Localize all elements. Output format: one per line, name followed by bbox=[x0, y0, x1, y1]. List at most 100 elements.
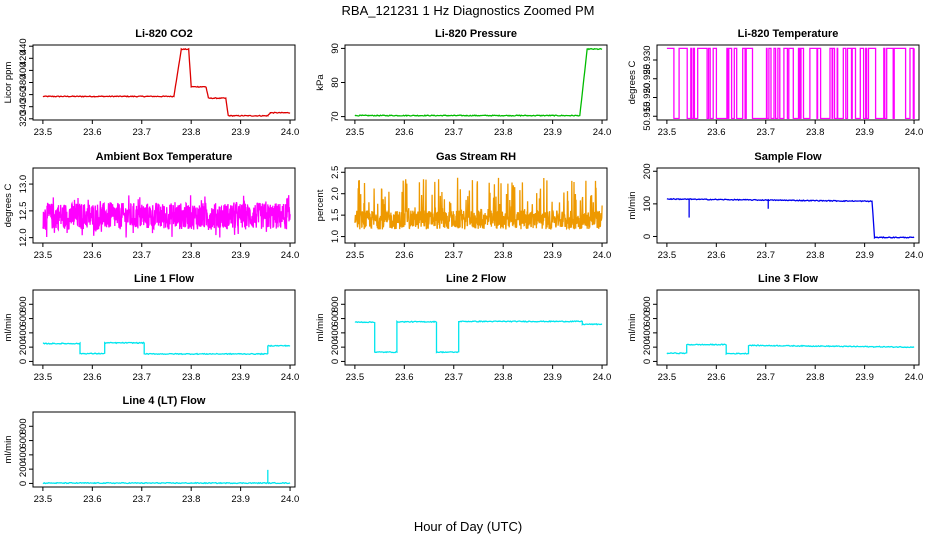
x-tick-label: 23.6 bbox=[707, 127, 726, 138]
series-line bbox=[666, 197, 915, 240]
panel-5: Gas Stream RH 23.5 23.6 23.7 23.8 23.9 24.0 1.0… bbox=[315, 151, 611, 261]
y-axis-label: Licor ppm bbox=[3, 62, 14, 104]
x-tick-label: 23.9 bbox=[231, 250, 250, 261]
y-tick-label: 2.5 bbox=[330, 166, 341, 179]
x-tick-label: 23.9 bbox=[543, 372, 562, 383]
y-tick-label: 50.915 bbox=[642, 102, 653, 131]
panel-title: Li-820 CO2 bbox=[135, 28, 192, 40]
x-tick-label: 23.8 bbox=[182, 494, 201, 505]
series-line bbox=[42, 195, 291, 238]
y-tick-label: 400 bbox=[18, 447, 29, 463]
panel-frame bbox=[656, 44, 920, 121]
panel-8: Line 2 Flow 23.5 23.6 23.7 23.8 23.9 24.0 0 2004… bbox=[315, 273, 611, 383]
y-tick-label: 420 bbox=[18, 50, 29, 66]
panel-6: Sample Flow 23.5 23.6 23.7 23.8 23.9 24.0 0 100 2… bbox=[627, 151, 923, 261]
x-tick-label: 23.5 bbox=[34, 372, 53, 383]
y-tick-label: 2.0 bbox=[330, 187, 341, 200]
panel-title: Ambient Box Temperature bbox=[96, 151, 233, 163]
x-tick-label: 23.5 bbox=[346, 250, 365, 261]
x-tick-label: 23.8 bbox=[182, 372, 201, 383]
y-tick-label: 1.0 bbox=[330, 230, 341, 243]
y-tick-label: 50.930 bbox=[642, 45, 653, 74]
x-tick-label: 24.0 bbox=[593, 250, 612, 261]
y-tick-label: 800 bbox=[18, 296, 29, 312]
y-tick-label: 50.920 bbox=[642, 83, 653, 112]
x-tick-label: 23.5 bbox=[658, 372, 677, 383]
x-tick-label: 23.5 bbox=[346, 127, 365, 138]
x-tick-label: 24.0 bbox=[593, 127, 612, 138]
y-axis-label: degrees C bbox=[627, 60, 638, 104]
y-tick-label: 800 bbox=[330, 296, 341, 312]
x-tick-label: 23.7 bbox=[445, 372, 464, 383]
y-tick-label: 200 bbox=[642, 339, 653, 355]
panel-frame bbox=[344, 44, 608, 121]
x-tick-label: 24.0 bbox=[281, 250, 300, 261]
panel-2: Li-820 Pressure 23.5 23.6 23.7 23.8 23.9 24.0 7… bbox=[315, 28, 611, 138]
x-tick-label: 23.9 bbox=[231, 372, 250, 383]
x-tick-label: 24.0 bbox=[905, 250, 924, 261]
panel-3: Li-820 Temperature 23.5 23.6 23.7 23.8 23.9 24… bbox=[627, 28, 923, 138]
x-tick-label: 23.6 bbox=[83, 250, 102, 261]
panel-frame bbox=[32, 44, 296, 121]
x-tick-label: 23.9 bbox=[231, 127, 250, 138]
x-tick-label: 23.8 bbox=[806, 372, 825, 383]
y-tick-label: 600 bbox=[642, 311, 653, 327]
series-line bbox=[666, 343, 915, 356]
x-tick-label: 23.9 bbox=[855, 250, 874, 261]
panel-frame bbox=[656, 289, 920, 366]
y-tick-label: 380 bbox=[18, 75, 29, 91]
y-tick-label: 200 bbox=[330, 339, 341, 355]
y-axis-label: percent bbox=[315, 189, 326, 221]
series-line bbox=[42, 341, 291, 356]
panel-title: Li-820 Temperature bbox=[738, 28, 839, 40]
x-tick-label: 23.7 bbox=[133, 372, 152, 383]
panel-title: Li-820 Pressure bbox=[435, 28, 517, 40]
panel-title: Sample Flow bbox=[754, 151, 822, 163]
x-tick-label: 23.7 bbox=[757, 250, 776, 261]
panel-1: Li-820 CO2 23.5 23.6 23.7 23.8 23.9 24.0 320340… bbox=[3, 28, 299, 138]
panel-frame bbox=[344, 289, 608, 366]
x-tick-label: 23.6 bbox=[707, 372, 726, 383]
series-line bbox=[354, 177, 603, 231]
y-axis-label: degrees C bbox=[3, 183, 14, 227]
x-tick-label: 23.6 bbox=[395, 250, 414, 261]
series-line bbox=[42, 481, 291, 485]
y-tick-label: 80 bbox=[330, 77, 341, 88]
y-tick-label: 400 bbox=[18, 62, 29, 78]
panel-grid: Li-820 CO2 23.5 23.6 23.7 23.8 23.9 24.0 320340… bbox=[3, 28, 923, 505]
x-tick-label: 23.8 bbox=[806, 250, 825, 261]
y-axis-label: ml/min bbox=[3, 436, 14, 464]
y-tick-label: 0 bbox=[18, 481, 29, 486]
y-tick-label: 0 bbox=[642, 234, 653, 239]
y-tick-label: 400 bbox=[642, 325, 653, 341]
y-tick-label: 0 bbox=[18, 359, 29, 364]
y-tick-label: 340 bbox=[18, 99, 29, 115]
x-tick-label: 23.5 bbox=[658, 250, 677, 261]
x-tick-label: 23.7 bbox=[757, 127, 776, 138]
panel-title: Gas Stream RH bbox=[436, 151, 516, 163]
x-tick-label: 23.6 bbox=[83, 127, 102, 138]
y-tick-label: 100 bbox=[642, 196, 653, 212]
series-line bbox=[42, 47, 291, 118]
y-axis-label: ml/min bbox=[3, 314, 14, 342]
x-tick-label: 23.6 bbox=[395, 372, 414, 383]
x-tick-label: 24.0 bbox=[281, 372, 300, 383]
y-tick-label: 800 bbox=[18, 418, 29, 434]
figure-xlabel: Hour of Day (UTC) bbox=[414, 519, 522, 534]
panel-title: Line 3 Flow bbox=[758, 273, 818, 285]
y-tick-label: 600 bbox=[18, 433, 29, 449]
series-line bbox=[666, 47, 915, 119]
panel-title: Line 2 Flow bbox=[446, 273, 506, 285]
y-tick-label: 400 bbox=[18, 325, 29, 341]
y-tick-label: 440 bbox=[18, 38, 29, 54]
x-tick-label: 23.8 bbox=[494, 127, 513, 138]
x-tick-label: 23.6 bbox=[707, 250, 726, 261]
panel-frame bbox=[32, 411, 296, 488]
x-tick-label: 23.5 bbox=[658, 127, 677, 138]
figure-title: RBA_121231 1 Hz Diagnostics Zoomed PM bbox=[342, 3, 595, 18]
x-tick-label: 23.5 bbox=[34, 127, 53, 138]
x-tick-label: 23.7 bbox=[445, 127, 464, 138]
y-tick-label: 360 bbox=[18, 87, 29, 103]
series-line bbox=[354, 319, 603, 354]
